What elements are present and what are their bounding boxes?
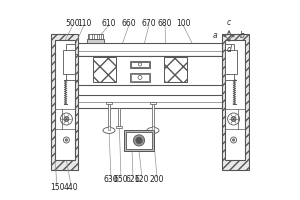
Circle shape xyxy=(138,63,142,66)
Text: 100: 100 xyxy=(176,20,190,28)
Circle shape xyxy=(136,137,142,144)
Circle shape xyxy=(138,75,142,79)
Bar xyxy=(63,50,75,74)
Text: b: b xyxy=(240,31,245,40)
Bar xyxy=(78,95,222,108)
Ellipse shape xyxy=(103,127,115,133)
Text: 630: 630 xyxy=(104,176,118,184)
Circle shape xyxy=(65,139,68,141)
Bar xyxy=(108,126,110,130)
Circle shape xyxy=(64,117,69,121)
Bar xyxy=(87,39,104,43)
Bar xyxy=(118,108,120,127)
Bar xyxy=(131,74,149,81)
Bar xyxy=(225,50,237,74)
Bar xyxy=(116,126,122,128)
Ellipse shape xyxy=(147,127,159,133)
Bar xyxy=(88,34,103,39)
Text: 440: 440 xyxy=(64,182,78,192)
Circle shape xyxy=(63,137,69,143)
Circle shape xyxy=(228,113,240,125)
Bar xyxy=(131,62,149,67)
Text: 660: 660 xyxy=(122,20,136,28)
Bar xyxy=(66,44,75,80)
Circle shape xyxy=(60,113,72,125)
Bar xyxy=(78,43,222,56)
Bar xyxy=(124,130,154,151)
Text: 621: 621 xyxy=(126,176,140,184)
Text: 150: 150 xyxy=(50,182,64,192)
Text: 610: 610 xyxy=(102,20,116,28)
Text: 110: 110 xyxy=(77,20,91,28)
Circle shape xyxy=(232,139,235,141)
Bar xyxy=(152,126,154,130)
Text: d: d xyxy=(226,45,231,54)
Bar xyxy=(164,57,187,82)
Text: 620: 620 xyxy=(135,176,149,184)
Bar xyxy=(108,104,110,127)
Text: 200: 200 xyxy=(150,176,164,184)
Bar xyxy=(225,44,234,80)
Bar xyxy=(130,61,150,68)
Bar xyxy=(130,73,150,82)
Bar xyxy=(222,34,249,170)
Bar xyxy=(106,102,112,104)
Text: 500: 500 xyxy=(66,20,80,28)
Bar xyxy=(78,56,222,85)
Bar xyxy=(55,40,75,160)
Bar xyxy=(93,57,116,82)
Text: a: a xyxy=(213,31,218,40)
Bar xyxy=(150,102,156,104)
Text: 650: 650 xyxy=(114,176,128,184)
Bar xyxy=(152,104,154,127)
Text: c: c xyxy=(227,18,231,27)
Text: 670: 670 xyxy=(142,20,156,28)
Circle shape xyxy=(231,137,237,143)
Circle shape xyxy=(134,135,145,146)
Bar xyxy=(225,40,245,160)
Text: 680: 680 xyxy=(158,20,172,28)
Bar xyxy=(126,132,152,149)
Circle shape xyxy=(231,117,236,121)
Bar xyxy=(51,34,78,170)
